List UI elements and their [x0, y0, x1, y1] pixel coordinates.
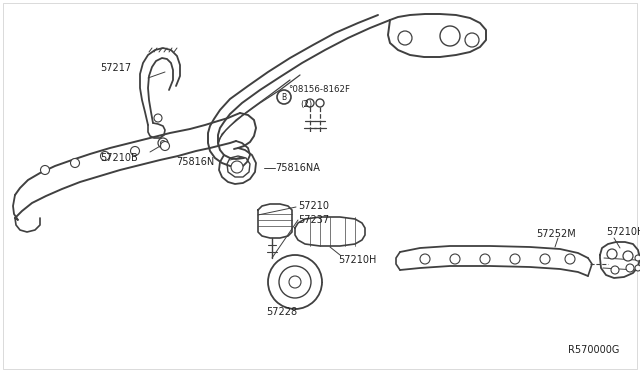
Circle shape: [154, 114, 162, 122]
Circle shape: [161, 141, 170, 151]
Circle shape: [289, 276, 301, 288]
Circle shape: [611, 266, 619, 274]
Text: 57210H: 57210H: [338, 255, 376, 265]
Circle shape: [635, 265, 640, 271]
Circle shape: [70, 158, 79, 167]
Circle shape: [279, 266, 311, 298]
Circle shape: [635, 255, 640, 261]
Text: 57210B: 57210B: [100, 153, 138, 163]
Text: 57252M: 57252M: [536, 229, 576, 239]
Text: 57210HA: 57210HA: [606, 227, 640, 237]
Circle shape: [420, 254, 430, 264]
Circle shape: [40, 166, 49, 174]
Circle shape: [100, 151, 109, 160]
Circle shape: [623, 251, 633, 261]
Text: 57217: 57217: [100, 63, 131, 73]
Circle shape: [480, 254, 490, 264]
Circle shape: [607, 249, 617, 259]
Text: 57210: 57210: [298, 201, 329, 211]
Circle shape: [540, 254, 550, 264]
Text: (2): (2): [300, 99, 312, 109]
Circle shape: [510, 254, 520, 264]
Text: 57237: 57237: [298, 215, 329, 225]
Circle shape: [161, 141, 166, 145]
Circle shape: [398, 31, 412, 45]
Circle shape: [306, 99, 314, 107]
Circle shape: [440, 26, 460, 46]
Text: R570000G: R570000G: [568, 345, 620, 355]
Text: °08156-8162F: °08156-8162F: [288, 86, 350, 94]
Circle shape: [450, 254, 460, 264]
Text: 57228: 57228: [266, 307, 297, 317]
Circle shape: [131, 147, 140, 155]
Circle shape: [316, 99, 324, 107]
Circle shape: [465, 33, 479, 47]
Circle shape: [268, 255, 322, 309]
Circle shape: [231, 161, 243, 173]
Circle shape: [626, 264, 634, 272]
Circle shape: [277, 90, 291, 104]
Text: 75816N: 75816N: [176, 157, 214, 167]
Text: 75816NA: 75816NA: [275, 163, 320, 173]
Text: B: B: [282, 93, 287, 102]
Circle shape: [565, 254, 575, 264]
Circle shape: [158, 138, 168, 148]
